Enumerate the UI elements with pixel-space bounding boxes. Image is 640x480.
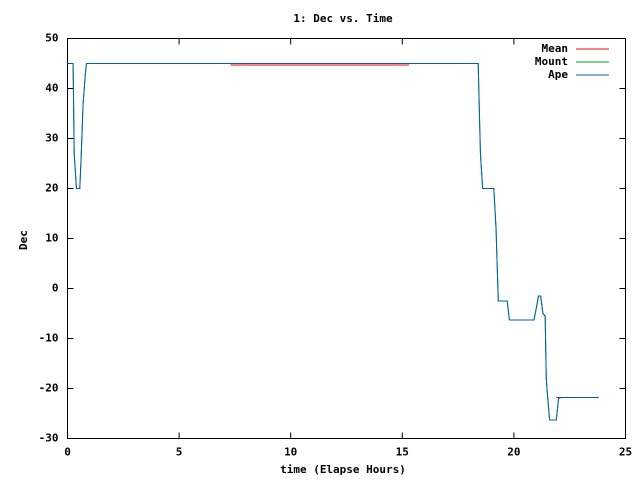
legend-label: Mount (535, 55, 568, 68)
x-tick-label: 10 (284, 446, 297, 459)
chart-title: 1: Dec vs. Time (293, 12, 393, 25)
y-tick-label: 40 (45, 82, 58, 95)
series-line (67, 63, 599, 421)
y-tick-label: 10 (45, 232, 58, 245)
x-tick-label: 25 (619, 446, 632, 459)
y-tick-label: 30 (45, 132, 58, 145)
y-tick-label: 50 (45, 32, 58, 45)
y-tick-label: 0 (52, 282, 59, 295)
x-tick-label: 5 (176, 446, 183, 459)
y-tick-label: -10 (39, 332, 59, 345)
x-tick-label: 15 (396, 446, 409, 459)
x-tick-label: 0 (64, 446, 71, 459)
legend-label: Ape (548, 68, 568, 81)
x-axis-label: time (Elapse Hours) (280, 463, 406, 476)
y-tick-label: 20 (45, 182, 58, 195)
y-axis-label: Dec (17, 230, 30, 250)
y-tick-label: -20 (39, 382, 59, 395)
x-tick-label: 20 (507, 446, 520, 459)
legend-label: Mean (542, 42, 569, 55)
y-tick-label: -30 (39, 432, 59, 445)
